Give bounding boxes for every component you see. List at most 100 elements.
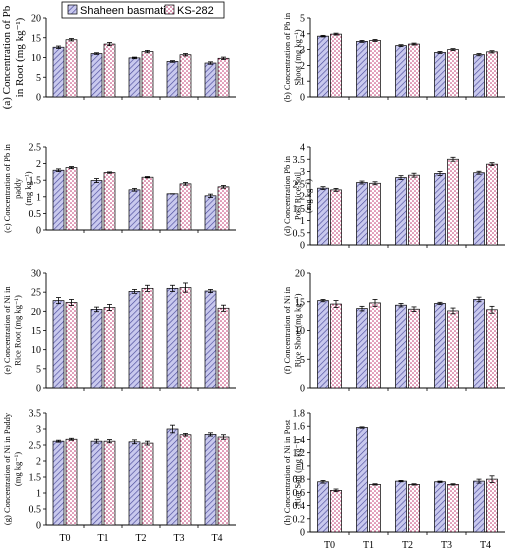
chart-panel-4: 00.511.522.533.54(d) Concentration Pb in… bbox=[282, 143, 505, 252]
bar-ks-282-t1 bbox=[103, 307, 116, 389]
y-tick-label: 15 bbox=[31, 33, 41, 44]
x-tick-label: T0 bbox=[59, 533, 70, 544]
bar-ks-282-t0 bbox=[330, 490, 342, 533]
y-tick-label: 15 bbox=[295, 297, 305, 308]
y-axis-title-line: Shoot (mg kg⁻¹) bbox=[293, 29, 303, 85]
y-axis-title-line: Rice Shoot (mg kg⁻¹) bbox=[293, 293, 303, 367]
y-tick-label: 0 bbox=[300, 528, 305, 539]
y-tick-label: 3.5 bbox=[29, 409, 42, 420]
y-tick-label: 2 bbox=[36, 457, 41, 468]
bar-ks-282-t0 bbox=[330, 303, 342, 389]
y-axis-title: (d) Concentration Pb inPost Rice Soil(mg… bbox=[282, 155, 313, 236]
y-tick-label: 0.6 bbox=[293, 488, 306, 499]
x-tick-label: T4 bbox=[211, 533, 222, 544]
chart-panel-8: 0 0.2 0.4 0.6 0.8 1 1.2 1.4 1.6 1.8 T0 T1 T2 T3 T4 (h) … bbox=[282, 409, 505, 550]
y-tick-label: 0.5 bbox=[29, 505, 42, 516]
bar-shaheen-basmati-t2 bbox=[395, 304, 407, 389]
y-axis-title-line: (g) Concentration of Ni in Paddy bbox=[2, 412, 12, 525]
y-tick-label: 0.4 bbox=[293, 501, 306, 512]
bar-ks-282-t1 bbox=[369, 182, 381, 246]
y-tick-label: 0 bbox=[36, 521, 41, 532]
y-tick-label: 1 bbox=[36, 489, 41, 500]
bar-shaheen-basmati-t2 bbox=[128, 291, 141, 389]
bar-shaheen-basmati-t3 bbox=[166, 61, 179, 98]
bar-shaheen-basmati-t3 bbox=[166, 428, 179, 526]
bar-shaheen-basmati-t4 bbox=[473, 299, 485, 389]
y-tick-label: 0.8 bbox=[293, 475, 306, 486]
y-tick-label: 1.4 bbox=[293, 435, 306, 446]
legend: Shaheen basmati KS-282 bbox=[61, 1, 225, 19]
bar-ks-282-t1 bbox=[369, 302, 381, 389]
y-tick-label: 0.5 bbox=[293, 228, 306, 239]
y-axis-title-line: (d) Concentration Pb in bbox=[282, 155, 292, 236]
y-axis-title-line: (c) Concentration of Pb in bbox=[2, 143, 12, 233]
bar-ks-282-t0 bbox=[65, 167, 78, 231]
bar-shaheen-basmati-t1 bbox=[356, 427, 368, 533]
y-tick-label: 0 bbox=[36, 93, 41, 104]
y-axis-title-line: (e) Concentration of Ni in bbox=[2, 286, 12, 375]
y-tick-label: 20 bbox=[31, 307, 41, 318]
y-tick-label: 0 bbox=[300, 384, 305, 395]
bar-ks-282-t1 bbox=[103, 172, 116, 231]
bar-shaheen-basmati-t2 bbox=[128, 189, 141, 231]
bar-ks-282-t4 bbox=[217, 57, 230, 98]
bar-shaheen-basmati-t1 bbox=[90, 180, 103, 231]
y-axis-title-line: (mg kg⁻¹) bbox=[303, 179, 313, 213]
bar-ks-282-t3 bbox=[447, 310, 459, 389]
y-axis-title-line: Rice Root (mg kg⁻¹) bbox=[13, 295, 23, 366]
bar-shaheen-basmati-t1 bbox=[90, 53, 103, 98]
y-tick-label: 25 bbox=[31, 288, 41, 299]
bar-shaheen-basmati-t2 bbox=[395, 45, 407, 98]
bar-ks-282-t4 bbox=[486, 51, 498, 98]
y-axis-title-line: (mg kg⁻¹) bbox=[23, 171, 33, 205]
y-axis-title: (a) Concentration of Pbin Root (mg kg⁻¹) bbox=[1, 5, 26, 109]
y-axis-title-line: (b) Concentration of Pb in bbox=[282, 12, 292, 102]
y-tick-label: 1.5 bbox=[29, 473, 42, 484]
x-tick-label: T1 bbox=[97, 533, 108, 544]
bar-shaheen-basmati-t2 bbox=[128, 441, 141, 526]
bar-shaheen-basmati-t4 bbox=[204, 434, 217, 526]
y-axis-title-line: (h) Concentration of Ni in Post bbox=[282, 419, 292, 525]
bar-shaheen-basmati-t4 bbox=[204, 62, 217, 98]
y-tick-label: 2 bbox=[36, 159, 41, 170]
bar-ks-282-t2 bbox=[141, 176, 154, 231]
bar-shaheen-basmati-t0 bbox=[317, 35, 329, 98]
y-tick-label: 2 bbox=[300, 61, 305, 72]
bar-shaheen-basmati-t3 bbox=[434, 303, 446, 389]
y-tick-label: 2.5 bbox=[29, 441, 42, 452]
bar-shaheen-basmati-t1 bbox=[90, 309, 103, 389]
y-axis-title-line: (a) Concentration of Pb bbox=[1, 5, 13, 109]
y-tick-label: 1.5 bbox=[293, 204, 306, 215]
y-tick-label: 3.5 bbox=[293, 155, 306, 166]
bar-ks-282-t0 bbox=[65, 302, 78, 389]
y-tick-label: 2 bbox=[300, 192, 305, 203]
x-tick-label: T3 bbox=[441, 540, 452, 550]
y-tick-label: 4 bbox=[300, 143, 305, 154]
legend-label-ks-282: KS-282 bbox=[177, 5, 214, 17]
y-tick-label: 1.2 bbox=[293, 448, 306, 459]
y-axis-title-line: in Root (mg kg⁻¹) bbox=[14, 17, 26, 97]
y-tick-label: 10 bbox=[295, 326, 305, 337]
bar-ks-282-t1 bbox=[103, 43, 116, 98]
bar-shaheen-basmati-t1 bbox=[356, 41, 368, 98]
bar-shaheen-basmati-t3 bbox=[434, 173, 446, 246]
y-tick-label: 0.5 bbox=[29, 209, 42, 220]
bar-ks-282-t0 bbox=[65, 438, 78, 526]
bar-ks-282-t2 bbox=[141, 287, 154, 389]
y-axis-title: (h) Concentration of Ni in PostRice Soil… bbox=[282, 419, 303, 525]
y-tick-label: 10 bbox=[31, 53, 41, 64]
y-tick-label: 1 bbox=[36, 192, 41, 203]
bar-shaheen-basmati-t4 bbox=[204, 195, 217, 231]
y-tick-label: 1 bbox=[300, 216, 305, 227]
chart-panel-3: 00.511.522.5(c) Concentration of Pb inpa… bbox=[2, 143, 236, 237]
bar-shaheen-basmati-t1 bbox=[356, 182, 368, 246]
y-tick-label: 20 bbox=[295, 269, 305, 280]
bar-ks-282-t4 bbox=[217, 186, 230, 231]
chart-panel-1: 0 5 10 15 20 (a) Concentration of Pbin Root (… bbox=[1, 5, 236, 109]
x-tick-label: T1 bbox=[363, 540, 374, 550]
bar-ks-282-t1 bbox=[369, 484, 381, 533]
y-tick-label: 5 bbox=[300, 14, 305, 25]
bar-ks-282-t4 bbox=[217, 436, 230, 526]
bar-shaheen-basmati-t0 bbox=[317, 300, 329, 389]
